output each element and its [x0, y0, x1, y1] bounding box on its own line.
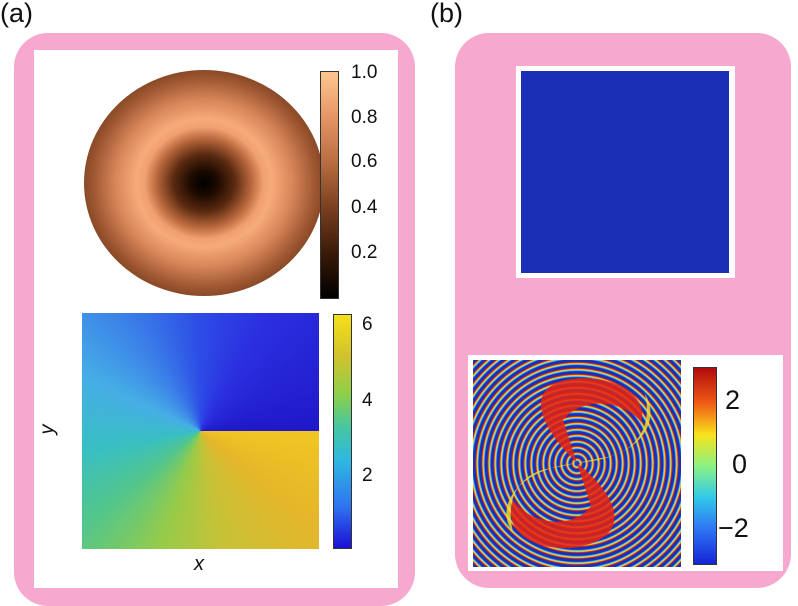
intensity-donut-image — [84, 70, 324, 296]
phase-tick: 4 — [362, 390, 373, 411]
x-axis-label: x — [194, 553, 204, 575]
spiral-tick: 0 — [732, 449, 748, 479]
intensity-tick: 0.2 — [351, 242, 378, 263]
intensity-tick: 1.0 — [351, 62, 378, 83]
spiral-tick: 2 — [725, 385, 741, 415]
intensity-tick: 0.8 — [351, 107, 378, 128]
intensity-tick: 0.4 — [351, 197, 378, 218]
panel-a-label: (a) — [0, 0, 33, 28]
intensity-tick: 0.6 — [351, 151, 378, 172]
spiral-colorbar — [693, 367, 717, 565]
ring-image — [549, 91, 711, 249]
phase-map-image — [82, 313, 319, 549]
phase-tick: 6 — [362, 314, 373, 335]
spiral-arms — [506, 378, 651, 549]
y-axis-label: y — [36, 424, 59, 435]
intensity-colorbar — [320, 71, 339, 299]
spiral-field-image — [473, 360, 681, 567]
spiral-tick: −2 — [718, 513, 749, 543]
phase-colorbar — [333, 314, 352, 549]
panel-b-label: (b) — [430, 0, 463, 28]
phase-tick: 2 — [362, 465, 373, 486]
